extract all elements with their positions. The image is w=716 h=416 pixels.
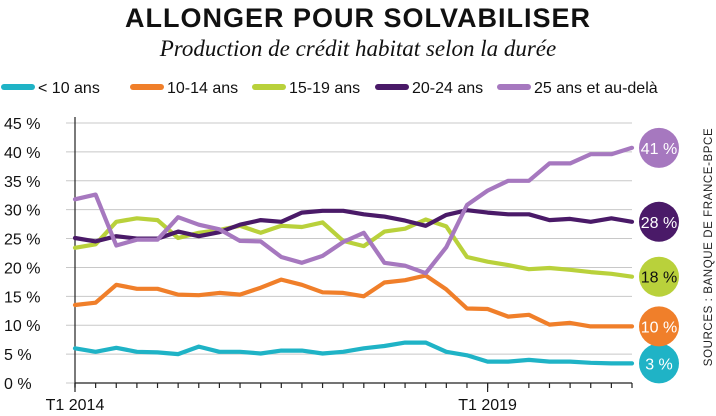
y-tick-label: 25 % [4,232,40,249]
x-tick-label: T1 2014 [46,397,105,414]
end-label-badge [639,256,679,297]
end-label-text: 28 % [641,215,677,232]
end-label-badge [639,306,679,347]
y-tick-label: 30 % [4,203,40,220]
series-line [72,340,635,366]
y-tick-label: 10 % [4,318,40,335]
y-tick-label: 15 % [4,289,40,306]
end-label-badge [639,201,679,242]
end-label-text: 41 % [641,141,677,158]
y-tick-label: 0 % [4,376,32,393]
legend-label: 25 ans et au-delà [534,80,658,97]
source-note: SOURCES : BANQUE DE FRANCE-BPCE [703,128,715,366]
y-tick-label: 20 % [4,260,40,277]
y-tick-label: 45 % [4,116,40,133]
series-group [72,145,635,366]
end-label-badge [639,343,679,384]
y-tick-label: 35 % [4,174,40,191]
end-label-text: 18 % [641,270,677,287]
chart-subtitle: Production de crédit habitat selon la du… [159,36,556,61]
series-line [72,145,635,276]
legend-label: 15-19 ans [289,80,360,97]
x-axis: T1 2014 T1 2019 [46,382,633,414]
y-axis: 0 % 5 % 10 % 15 % 20 % 25 % 30 % 35 % 40 % 45 % [4,116,76,393]
end-label-text: 3 % [645,356,673,373]
y-tick-label: 40 % [4,145,40,162]
grid [66,122,632,384]
end-labels: 3 % 10 % 18 % 28 % 41 % [639,127,679,384]
legend-label: 10-14 ans [167,80,238,97]
end-label-text: 10 % [641,319,677,336]
legend: < 10 ans 10-14 ans 15-19 ans 20-24 ans 25 an… [1,80,658,97]
y-tick-label: 5 % [4,347,32,364]
x-tick-label: T1 2019 [458,397,517,414]
series-line [72,208,635,244]
legend-label: 20-24 ans [412,80,483,97]
end-label-badge [639,127,679,168]
series-line [72,273,635,329]
chart-title: ALLONGER POUR SOLVABILISER [125,3,591,33]
legend-label: < 10 ans [38,80,100,97]
